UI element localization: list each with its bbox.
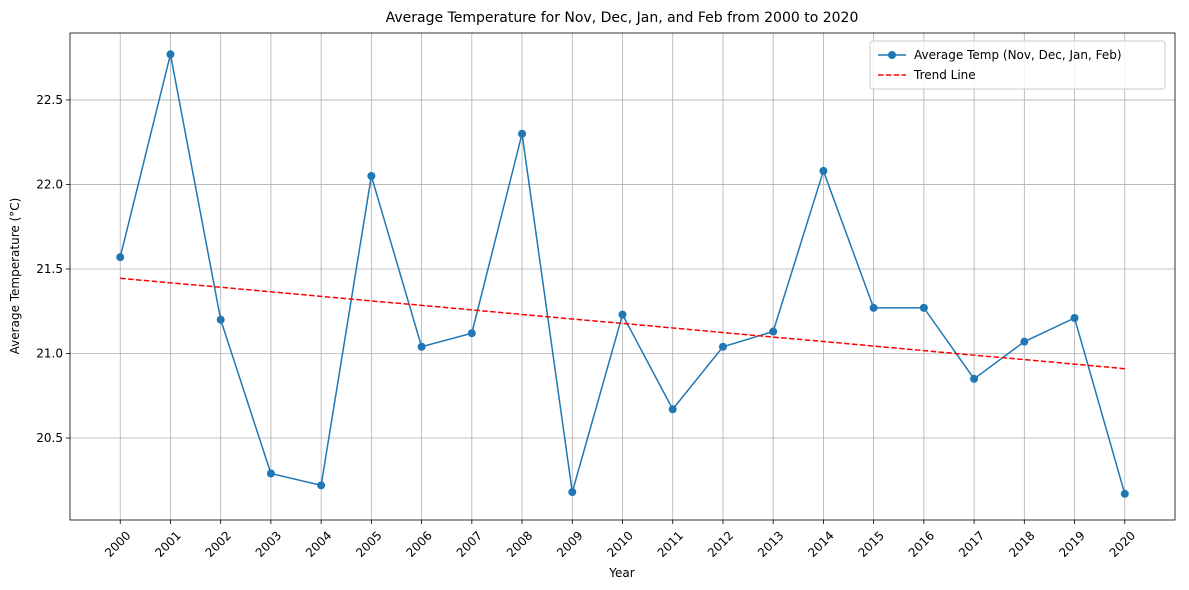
x-tick-label: 2019 bbox=[1056, 528, 1087, 559]
legend-box bbox=[869, 40, 1166, 90]
data-point bbox=[1020, 337, 1029, 346]
x-tick-label: 2011 bbox=[655, 528, 686, 559]
x-tick-label: 2000 bbox=[102, 528, 133, 559]
x-tick-label: 2003 bbox=[253, 528, 284, 559]
x-tick-label: 2005 bbox=[353, 528, 384, 559]
x-tick-label: 2006 bbox=[403, 528, 434, 559]
data-point bbox=[919, 303, 928, 312]
x-tick-label: 2018 bbox=[1006, 528, 1037, 559]
series-line bbox=[120, 277, 1125, 370]
y-tick-label: 21.0 bbox=[36, 346, 63, 360]
x-tick-label: 2001 bbox=[152, 528, 183, 559]
plot-frame bbox=[69, 32, 1176, 521]
data-point bbox=[467, 329, 476, 338]
x-tick-label: 2020 bbox=[1107, 528, 1138, 559]
y-tick-label: 22.5 bbox=[36, 93, 63, 107]
x-tick-label: 2008 bbox=[504, 528, 535, 559]
x-tick-label: 2017 bbox=[956, 528, 987, 559]
data-point bbox=[116, 253, 125, 262]
x-tick-label: 2002 bbox=[203, 528, 234, 559]
y-tick-label: 20.5 bbox=[36, 431, 63, 445]
data-point bbox=[1120, 489, 1129, 498]
x-tick-label: 2010 bbox=[604, 528, 635, 559]
data-point bbox=[568, 488, 577, 497]
x-tick-label: 2012 bbox=[705, 528, 736, 559]
data-point bbox=[417, 342, 426, 351]
data-point bbox=[367, 172, 376, 181]
data-point bbox=[166, 50, 175, 59]
x-tick-label: 2016 bbox=[906, 528, 937, 559]
legend-marker bbox=[888, 51, 896, 59]
x-tick-label: 2009 bbox=[554, 528, 585, 559]
data-point bbox=[1070, 313, 1079, 322]
legend-label: Average Temp (Nov, Dec, Jan, Feb) bbox=[914, 48, 1122, 62]
data-point bbox=[317, 481, 326, 490]
x-tick-label: 2007 bbox=[454, 528, 485, 559]
x-tick-label: 2004 bbox=[303, 528, 334, 559]
data-point bbox=[970, 374, 979, 383]
legend: Average Temp (Nov, Dec, Jan, Feb) Trend L… bbox=[869, 40, 1166, 90]
legend-label: Trend Line bbox=[913, 68, 976, 82]
y-tick-label: 21.5 bbox=[36, 262, 63, 276]
data-point bbox=[769, 327, 778, 336]
data-point bbox=[869, 303, 878, 312]
y-axis-label: Average Temperature (°C) bbox=[8, 198, 22, 355]
x-axis-label: Year bbox=[608, 566, 634, 580]
chart-title: Average Temperature for Nov, Dec, Jan, a… bbox=[386, 10, 859, 26]
data-point bbox=[618, 310, 627, 319]
data-point bbox=[819, 166, 828, 175]
x-tick-label: 2013 bbox=[755, 528, 786, 559]
data-point bbox=[718, 342, 727, 351]
y-tick-label: 22.0 bbox=[36, 177, 63, 191]
data-point bbox=[518, 129, 527, 138]
x-tick-label: 2015 bbox=[855, 528, 886, 559]
data-point bbox=[668, 405, 677, 414]
x-tick-label: 2014 bbox=[805, 528, 836, 559]
data-point bbox=[266, 469, 275, 478]
data-point bbox=[216, 315, 225, 324]
